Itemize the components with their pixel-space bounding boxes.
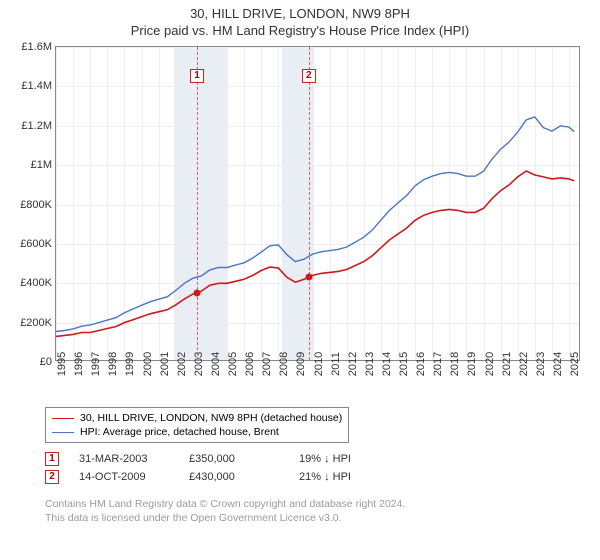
sale-point-dot bbox=[305, 274, 312, 281]
footer-line2: This data is licensed under the Open Gov… bbox=[45, 512, 405, 526]
series-hpi bbox=[56, 117, 574, 332]
sale-price: £350,000 bbox=[189, 453, 279, 465]
sale-row: 1 31-MAR-2003 £350,000 19% ↓ HPI bbox=[45, 452, 389, 466]
sale-price: £430,000 bbox=[189, 471, 279, 483]
sale-index-box: 2 bbox=[45, 470, 59, 484]
sale-delta: 19% ↓ HPI bbox=[299, 453, 389, 465]
plot-box: £0£200K£400K£600K£800K£1M£1.2M£1.4M£1.6M… bbox=[55, 46, 580, 361]
sale-date: 14-OCT-2009 bbox=[79, 471, 169, 483]
sale-row: 2 14-OCT-2009 £430,000 21% ↓ HPI bbox=[45, 470, 389, 484]
y-axis-label: £1.6M bbox=[21, 41, 52, 53]
legend-label: HPI: Average price, detached house, Bren… bbox=[80, 426, 279, 438]
y-axis-label: £400K bbox=[20, 277, 52, 289]
footer-line1: Contains HM Land Registry data © Crown c… bbox=[45, 498, 405, 512]
y-axis-label: £200K bbox=[20, 317, 52, 329]
y-axis-label: £1.2M bbox=[21, 120, 52, 132]
attribution-footer: Contains HM Land Registry data © Crown c… bbox=[45, 498, 405, 525]
chart-area: £0£200K£400K£600K£800K£1M£1.2M£1.4M£1.6M… bbox=[10, 46, 585, 406]
chart-legend: 30, HILL DRIVE, LONDON, NW9 8PH (detache… bbox=[45, 407, 349, 443]
chart-title-block: 30, HILL DRIVE, LONDON, NW9 8PH Price pa… bbox=[10, 6, 590, 38]
y-axis-label: £800K bbox=[20, 199, 52, 211]
y-axis-label: £0 bbox=[40, 356, 52, 368]
y-axis-label: £600K bbox=[20, 238, 52, 250]
sale-point-dot bbox=[194, 290, 201, 297]
legend-label: 30, HILL DRIVE, LONDON, NW9 8PH (detache… bbox=[80, 412, 342, 424]
title-address: 30, HILL DRIVE, LONDON, NW9 8PH bbox=[10, 6, 590, 21]
sale-date: 31-MAR-2003 bbox=[79, 453, 169, 465]
y-axis-label: £1.4M bbox=[21, 80, 52, 92]
legend-item: 30, HILL DRIVE, LONDON, NW9 8PH (detache… bbox=[52, 411, 342, 425]
legend-item: HPI: Average price, detached house, Bren… bbox=[52, 425, 342, 439]
sales-table: 1 31-MAR-2003 £350,000 19% ↓ HPI 2 14-OCT-200… bbox=[45, 448, 389, 488]
y-axis-label: £1M bbox=[31, 159, 52, 171]
sale-delta: 21% ↓ HPI bbox=[299, 471, 389, 483]
legend-swatch bbox=[52, 432, 74, 433]
title-subtitle: Price paid vs. HM Land Registry's House … bbox=[10, 23, 590, 38]
series-svg bbox=[56, 47, 581, 362]
sale-index-box: 1 bbox=[45, 452, 59, 466]
legend-swatch bbox=[52, 418, 74, 419]
